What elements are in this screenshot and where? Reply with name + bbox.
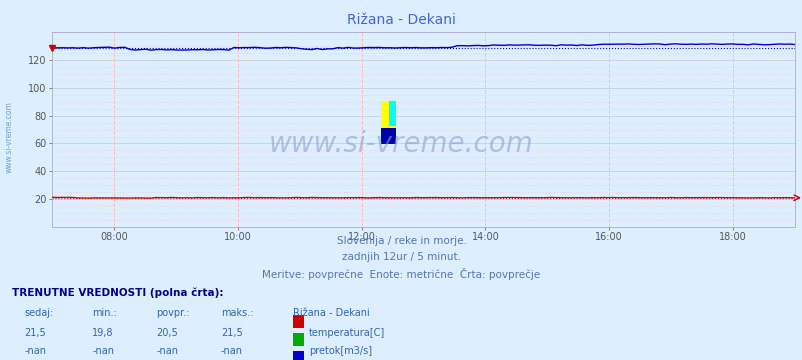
Text: -nan: -nan [92,346,114,356]
Text: maks.:: maks.: [221,308,253,318]
Text: 20,5: 20,5 [156,328,178,338]
Text: sedaj:: sedaj: [24,308,53,318]
Text: www.si-vreme.com: www.si-vreme.com [5,101,14,173]
Text: temperatura[C]: temperatura[C] [309,328,385,338]
Text: 19,8: 19,8 [92,328,114,338]
Text: min.:: min.: [92,308,117,318]
Text: Slovenija / reke in morje.: Slovenija / reke in morje. [336,236,466,246]
Text: 21,5: 21,5 [24,328,46,338]
Text: -nan: -nan [156,346,178,356]
Text: zadnjih 12ur / 5 minut.: zadnjih 12ur / 5 minut. [342,252,460,262]
Text: -nan: -nan [24,346,46,356]
Text: povpr.:: povpr.: [156,308,190,318]
Text: Rižana - Dekani: Rižana - Dekani [293,308,370,318]
Text: Rižana - Dekani: Rižana - Dekani [346,13,456,27]
Text: Meritve: povprečne  Enote: metrične  Črta: povprečje: Meritve: povprečne Enote: metrične Črta:… [262,268,540,280]
Text: www.si-vreme.com: www.si-vreme.com [269,130,533,158]
Text: TRENUTNE VREDNOSTI (polna črta):: TRENUTNE VREDNOSTI (polna črta): [12,288,223,298]
Text: 21,5: 21,5 [221,328,242,338]
Text: pretok[m3/s]: pretok[m3/s] [309,346,372,356]
Text: -nan: -nan [221,346,242,356]
